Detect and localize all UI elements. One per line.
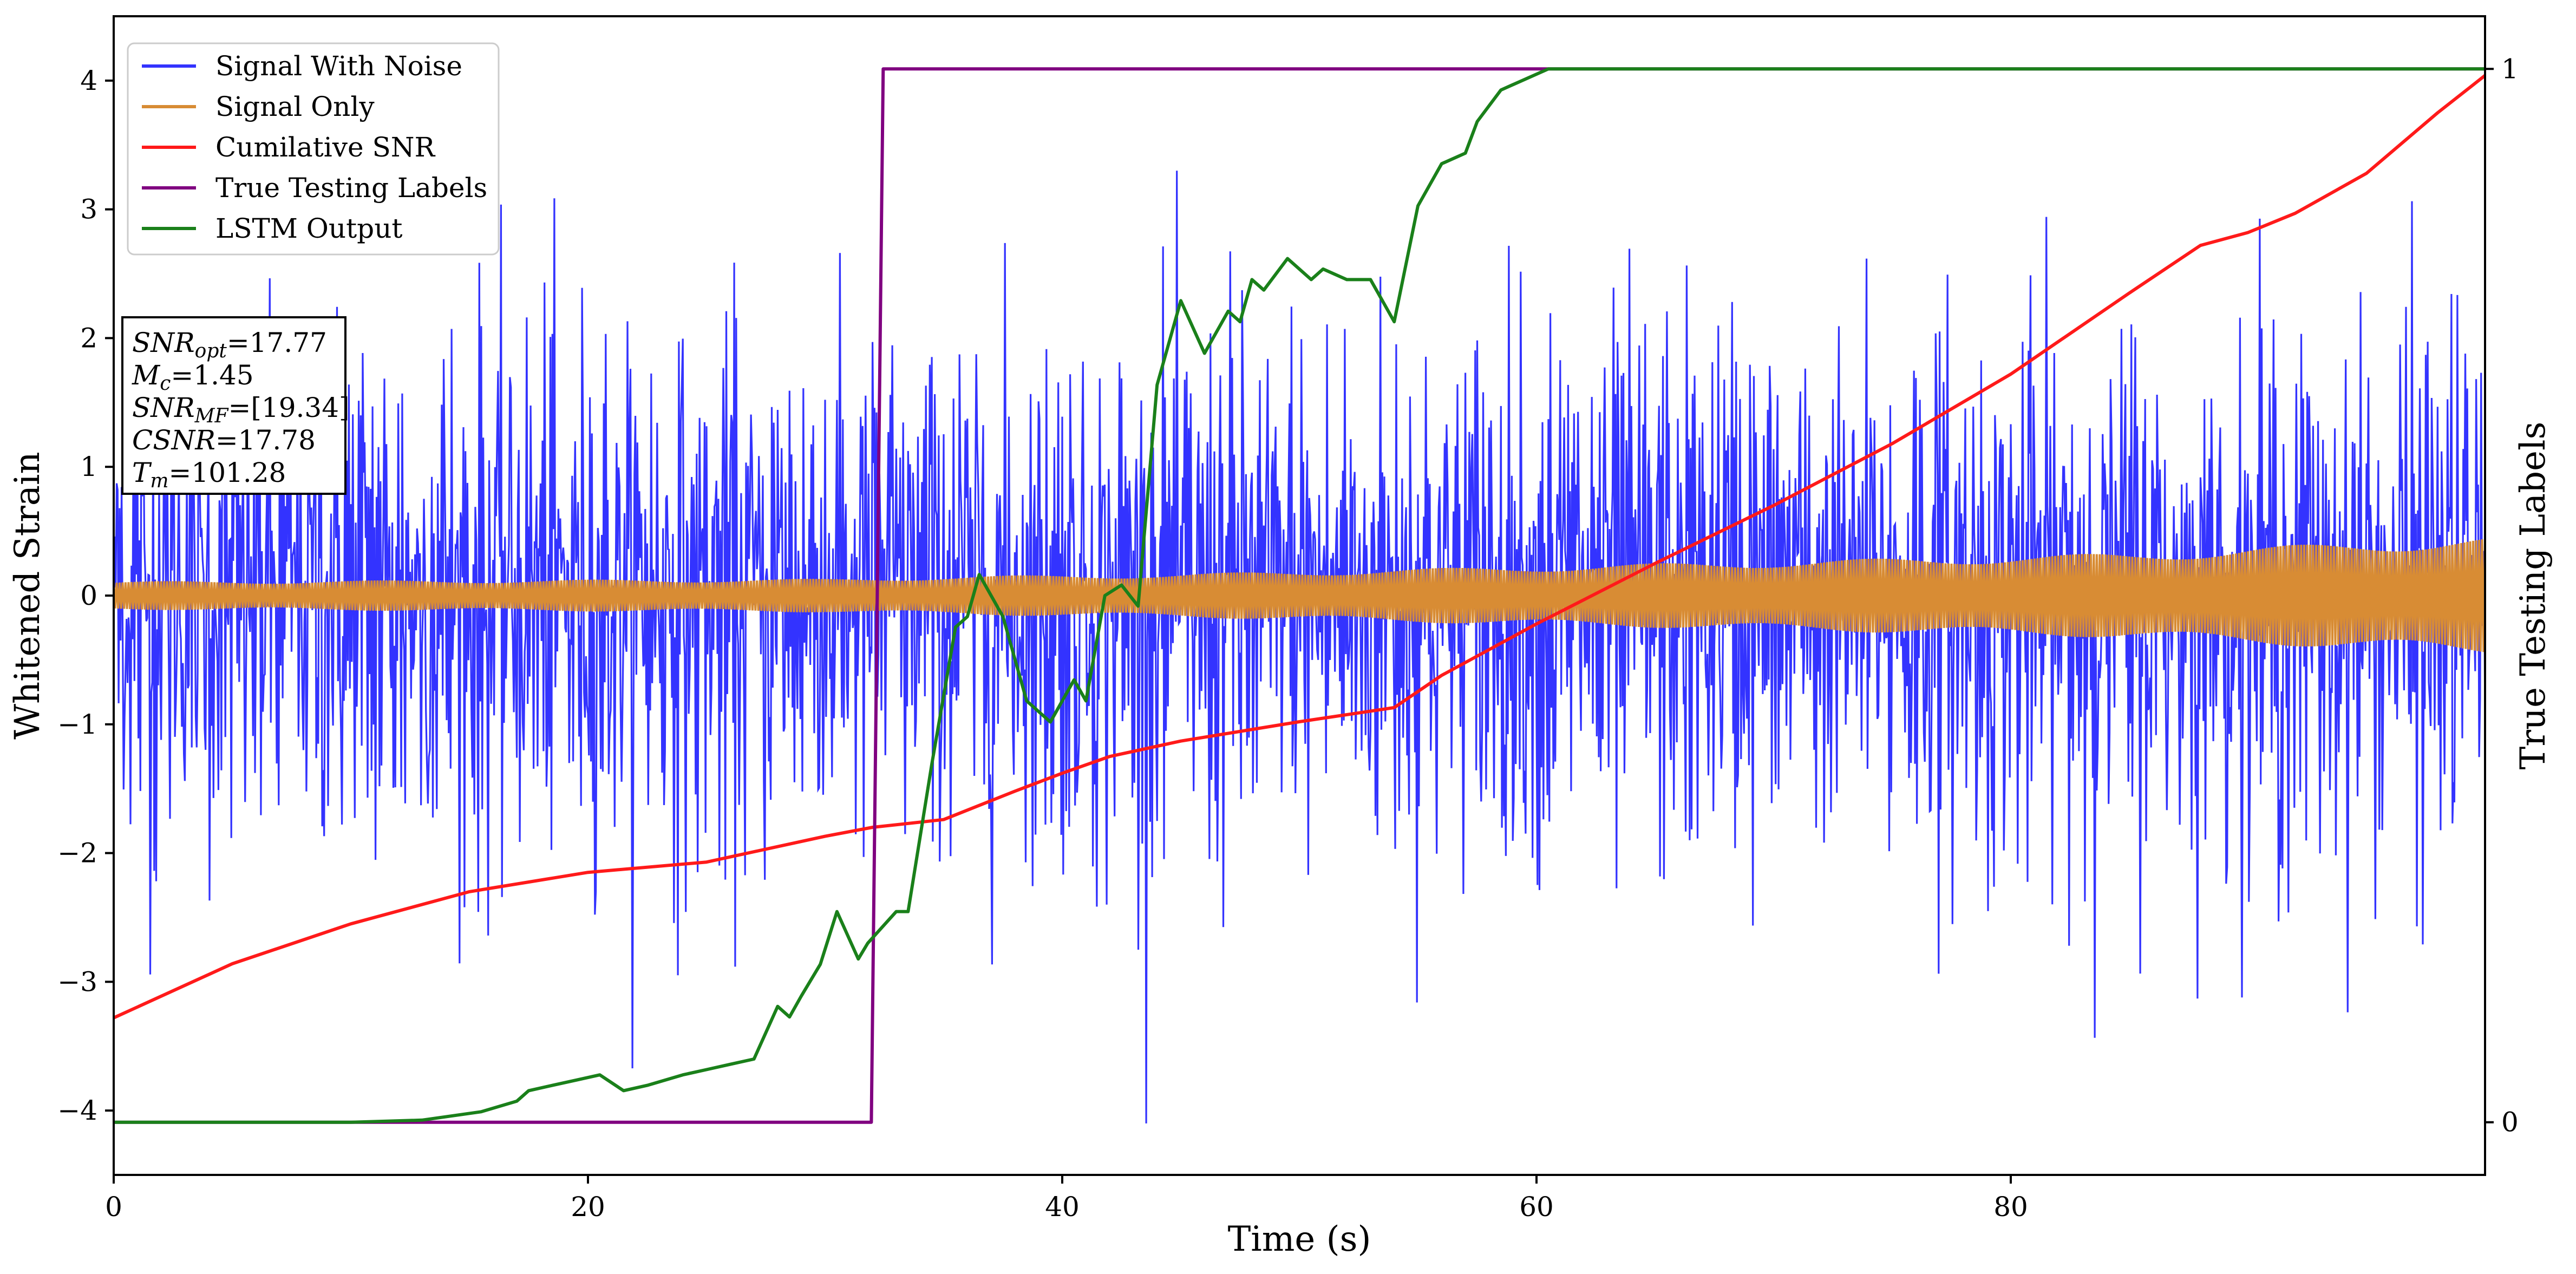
cumulative-snr-line	[113, 74, 2486, 1020]
signal-only-series	[113, 539, 2486, 652]
x-axis-title: Time (s)	[1228, 1219, 1371, 1259]
stats-line: Mc=1.45	[132, 360, 254, 395]
y-tick-label: 3	[80, 194, 97, 225]
lstm-output-line	[114, 67, 2485, 1124]
y-tick-label: 0	[80, 580, 97, 611]
y-tick-label: −2	[57, 838, 97, 869]
y-tick-label: −4	[57, 1095, 97, 1126]
legend-label: Signal Only	[215, 91, 375, 122]
y2-axis-title: True Testing Labels	[2513, 422, 2553, 770]
plot-area	[113, 15, 2486, 1176]
legend-label: Cumilative SNR	[215, 132, 435, 163]
y-tick-label: 1	[80, 451, 97, 482]
stats-line: SNRMF=[19.34]	[132, 392, 350, 427]
y-axis-title: Whitened Strain	[8, 452, 48, 739]
y-tick-label: 4	[80, 65, 97, 96]
signal-with-noise-line	[113, 171, 2486, 1123]
stats-box: SNRopt=17.77Mc=1.45SNRMF=[19.34]CSNR=17.…	[121, 316, 350, 495]
stats-line: Tm=101.28	[132, 457, 286, 492]
x-tick-label: 60	[1519, 1191, 1554, 1223]
y-tick-label: 2	[80, 322, 97, 354]
line-series-layer	[113, 67, 2486, 1124]
y-tick-label: −1	[57, 709, 97, 740]
y-tick-label: −3	[57, 966, 97, 997]
stats-line: SNRopt=17.77	[132, 327, 327, 362]
y2-tick-label: 0	[2501, 1107, 2519, 1138]
legend: Signal With Noise Signal Only Cumilative S…	[127, 42, 500, 256]
x-tick-label: 0	[105, 1191, 122, 1223]
x-tick-label: 40	[1045, 1191, 1080, 1223]
x-tick-label: 80	[1993, 1191, 2028, 1223]
y2-tick-label: 1	[2501, 53, 2519, 84]
legend-label: LSTM Output	[215, 213, 402, 244]
legend-label: Signal With Noise	[215, 50, 462, 82]
legend-label: True Testing Labels	[215, 172, 487, 204]
signal-only-line	[113, 539, 2486, 652]
x-tick-label: 20	[571, 1191, 605, 1223]
stats-line: CSNR=17.78	[132, 424, 316, 456]
legend-frame	[127, 42, 500, 256]
stats-frame	[121, 316, 346, 495]
signal-with-noise-series	[113, 171, 2486, 1123]
